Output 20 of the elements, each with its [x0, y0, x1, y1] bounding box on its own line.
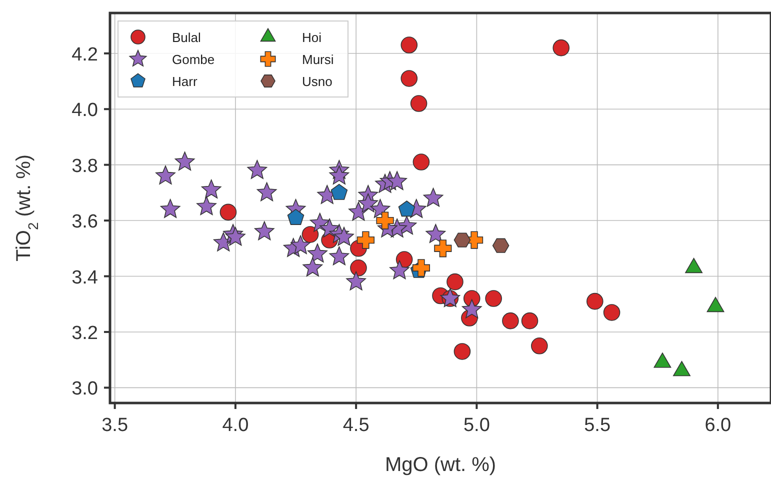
x-tick-label: 4.0: [222, 415, 249, 436]
y-tick-label: 3.8: [72, 156, 98, 177]
x-tick-label: 5.5: [584, 415, 611, 436]
x-tick-label: 4.5: [342, 415, 370, 436]
legend-label: Hoi: [302, 30, 322, 45]
legend-label: Usno: [302, 74, 332, 89]
x-tick-label: 5.0: [463, 415, 490, 436]
x-tick-label: 6.0: [704, 415, 732, 436]
legend-label: Harr: [172, 74, 198, 89]
legend-label: Mursi: [302, 52, 334, 67]
x-tick-label: 3.5: [102, 415, 128, 436]
y-tick-label: 3.6: [72, 212, 98, 233]
y-tick-label: 4.0: [72, 100, 98, 122]
y-tick-label: 3.0: [72, 378, 98, 400]
y-tick-label: 3.2: [72, 322, 98, 344]
legend-label: Bulal: [172, 30, 202, 45]
y-tick-label: 4.2: [72, 44, 98, 66]
legend-label: Gombe: [172, 52, 215, 67]
y-tick-label: 3.4: [72, 267, 98, 288]
x-axis-title: MgO (wt. %): [384, 454, 496, 476]
